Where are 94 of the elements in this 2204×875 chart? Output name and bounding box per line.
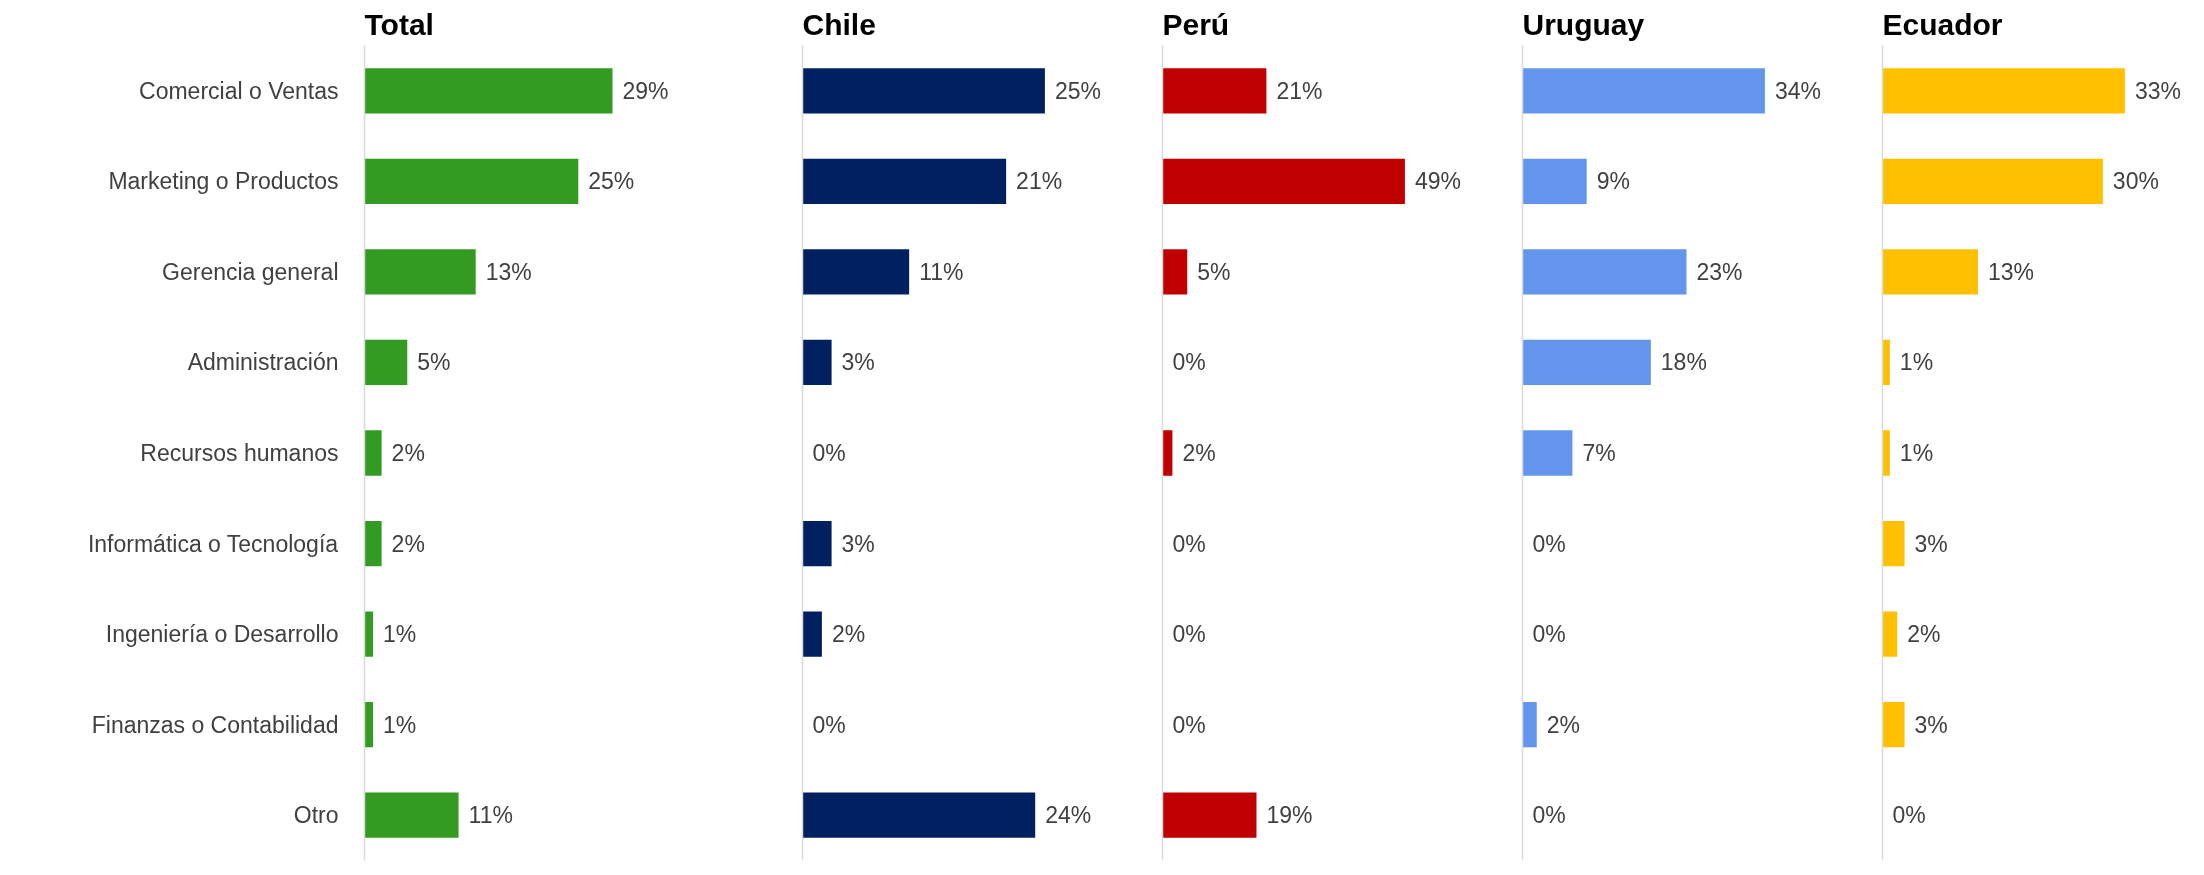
data-label: 0% — [1172, 349, 1206, 376]
data-label: 1% — [1899, 440, 1934, 466]
data-label: 21% — [1276, 77, 1323, 104]
y-tick-label: Ingeniería o Desarrollo — [105, 621, 339, 648]
bar — [1882, 249, 1978, 295]
chart-title: Perú — [1162, 7, 1230, 41]
y-tick-label: Gerencia general — [162, 258, 339, 285]
y-tick-label: Marketing o Productos — [108, 168, 339, 195]
bar — [364, 158, 579, 204]
data-label: 3% — [1914, 530, 1948, 557]
data-label: 21% — [1016, 168, 1063, 195]
data-label: 1% — [383, 621, 417, 648]
bar — [1162, 249, 1188, 295]
data-label: 9% — [1596, 168, 1630, 195]
data-label: 29% — [622, 77, 669, 104]
data-label: 25% — [588, 168, 635, 195]
data-label: 2% — [391, 440, 425, 466]
y-tick-label: Recursos humanos — [140, 440, 339, 466]
data-label: 0% — [812, 440, 846, 466]
bar — [1522, 158, 1587, 204]
data-label: 1% — [383, 711, 417, 738]
chart-title: Total — [364, 7, 434, 41]
y-tick-label: Otro — [293, 802, 339, 829]
bar — [364, 249, 476, 295]
bar — [1882, 339, 1890, 386]
bar — [1522, 702, 1537, 748]
bar — [1162, 68, 1267, 114]
bar — [1882, 430, 1890, 476]
bar — [1522, 430, 1573, 476]
chart-title: Ecuador — [1882, 7, 2003, 41]
data-label: 3% — [841, 530, 875, 557]
data-label: 33% — [2134, 77, 2181, 104]
data-label: 0% — [1172, 711, 1206, 738]
data-label: 19% — [1266, 802, 1313, 829]
y-tick-label: Administración — [187, 349, 339, 376]
data-label: 2% — [1907, 621, 1941, 648]
data-label: 0% — [812, 711, 846, 738]
data-label: 7% — [1582, 440, 1616, 466]
bar — [1162, 158, 1405, 204]
data-label: 1% — [1899, 349, 1934, 376]
chart-title: Uruguay — [1522, 7, 1645, 41]
data-label: 0% — [1532, 530, 1566, 557]
data-label: 3% — [1914, 711, 1948, 738]
bar — [1162, 430, 1173, 476]
data-label: 0% — [1892, 802, 1926, 829]
bar — [364, 792, 459, 838]
data-label: 3% — [841, 349, 875, 376]
bar — [364, 430, 382, 476]
y-tick-label: Comercial o Ventas — [139, 77, 339, 104]
data-label: 2% — [1546, 711, 1581, 738]
bar — [1882, 68, 2125, 114]
data-label: 13% — [1987, 258, 2035, 285]
chart-title: Chile — [802, 7, 876, 41]
data-label: 2% — [1182, 440, 1216, 466]
bar — [1882, 520, 1905, 567]
bar — [364, 702, 374, 748]
bar — [1522, 339, 1651, 386]
data-label: 0% — [1172, 530, 1206, 557]
data-label: 11% — [468, 802, 513, 829]
data-label: 49% — [1414, 168, 1461, 195]
data-label: 11% — [919, 258, 964, 285]
data-label: 2% — [391, 530, 425, 557]
data-label: 24% — [1045, 802, 1092, 829]
data-label: 0% — [1172, 621, 1206, 648]
data-label: 2% — [831, 621, 866, 648]
bar — [1522, 68, 1765, 114]
data-label: 5% — [1197, 258, 1231, 285]
y-tick-label: Finanzas o Contabilidad — [91, 711, 339, 738]
bar — [1522, 249, 1687, 295]
bar — [802, 520, 832, 567]
bar — [1162, 792, 1257, 838]
bar — [1882, 611, 1898, 657]
bar — [802, 792, 1036, 838]
data-label: 0% — [1532, 621, 1566, 648]
data-label: 30% — [2112, 168, 2159, 195]
bar — [364, 611, 374, 657]
bar — [802, 611, 822, 657]
bar — [802, 68, 1045, 114]
data-label: 5% — [417, 349, 451, 376]
data-label: 0% — [1532, 802, 1566, 829]
data-label: 18% — [1660, 349, 1707, 376]
bar — [802, 249, 910, 295]
bar — [1882, 702, 1905, 748]
bar — [1882, 158, 2103, 204]
data-label: 34% — [1774, 77, 1821, 104]
bar — [802, 158, 1007, 204]
y-tick-label: Informática o Tecnología — [87, 530, 339, 557]
data-label: 23% — [1696, 258, 1743, 285]
bar — [364, 520, 382, 567]
data-label: 13% — [485, 258, 532, 285]
bar — [364, 68, 613, 114]
bar — [802, 339, 832, 386]
bar — [364, 339, 408, 386]
data-label: 25% — [1054, 77, 1101, 104]
